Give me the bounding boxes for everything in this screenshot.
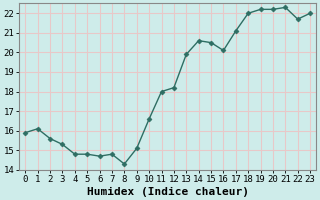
X-axis label: Humidex (Indice chaleur): Humidex (Indice chaleur) [87, 186, 249, 197]
